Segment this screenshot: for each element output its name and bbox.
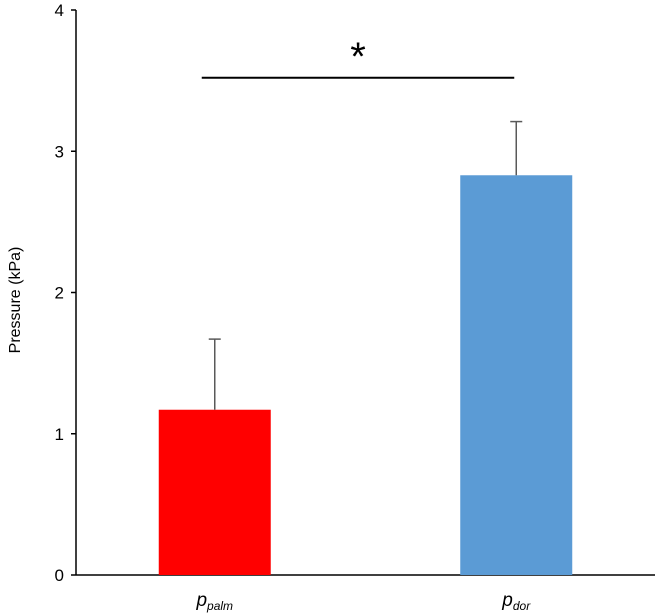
y-tick-label: 2 [55,284,64,303]
x-tick-label-subscript: dor [513,599,531,613]
bar [460,175,573,575]
x-tick-label-subscript: palm [206,599,233,613]
x-tick-label-base: p [501,590,513,611]
y-tick-label: 0 [55,566,64,585]
significance-label: * [350,35,366,79]
y-tick-label: 3 [55,142,64,161]
significance-annotation: * [201,35,515,79]
y-tick-label: 1 [55,425,64,444]
x-tick-label-base: p [195,590,207,611]
bars [158,175,573,575]
x-tick-label: ppalm [195,590,233,613]
error-bars [208,120,523,410]
y-tick-label: 4 [55,1,64,20]
bar [158,409,271,575]
y-axis-title: Pressure (kPa) [7,247,24,354]
x-axis: ppalm pdor [76,574,655,613]
x-tick-label: pdor [501,590,531,613]
y-axis: 0 1 2 3 4 [55,1,77,585]
